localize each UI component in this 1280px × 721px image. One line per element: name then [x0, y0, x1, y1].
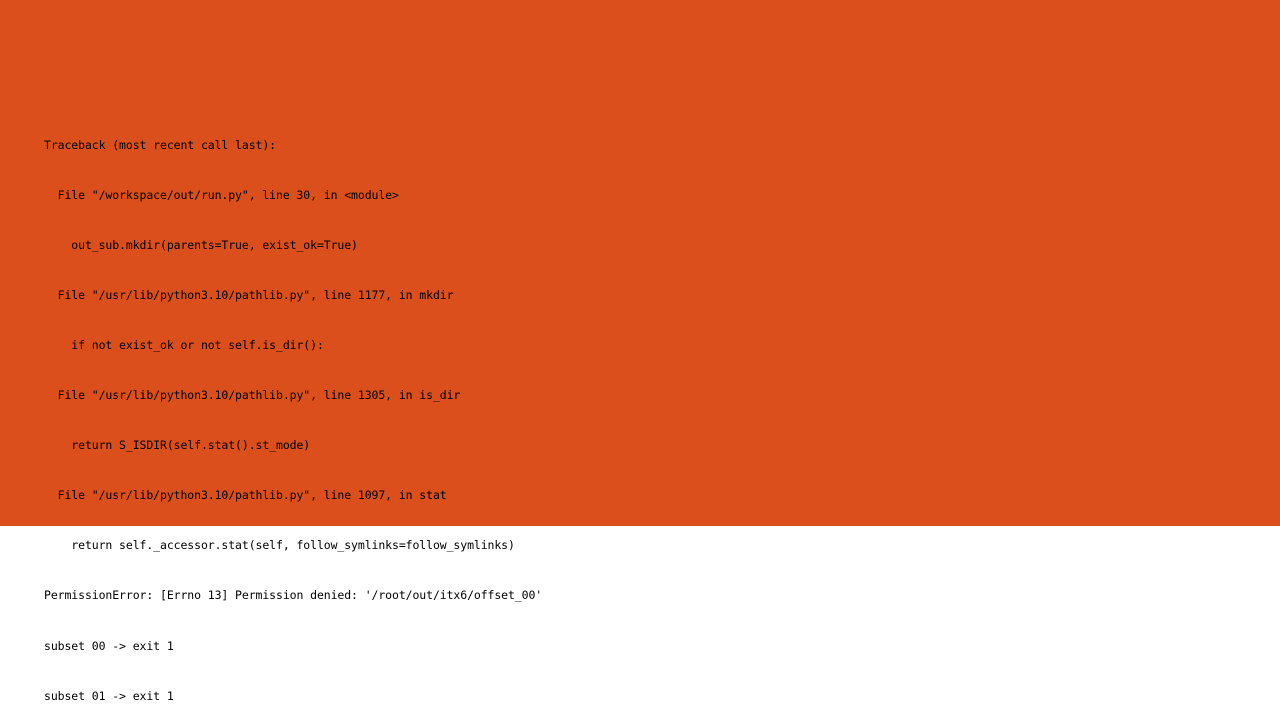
subset-status: subset 01 -> exit 1	[44, 688, 542, 705]
traceback-frame: File "/usr/lib/python3.10/pathlib.py", l…	[44, 387, 542, 404]
traceback-exception: PermissionError: [Errno 13] Permission d…	[44, 587, 542, 604]
python-traceback: Traceback (most recent call last): File …	[44, 104, 542, 721]
traceback-code: return S_ISDIR(self.stat().st_mode)	[44, 437, 542, 454]
traceback-code: out_sub.mkdir(parents=True, exist_ok=Tru…	[44, 237, 542, 254]
traceback-code: return self._accessor.stat(self, follow_…	[44, 537, 542, 554]
traceback-code: if not exist_ok or not self.is_dir():	[44, 337, 542, 354]
traceback-frame: File "/usr/lib/python3.10/pathlib.py", l…	[44, 287, 542, 304]
traceback-frame: File "/workspace/out/run.py", line 30, i…	[44, 187, 542, 204]
subset-status: subset 00 -> exit 1	[44, 638, 542, 655]
traceback-header: Traceback (most recent call last):	[44, 137, 542, 154]
traceback-frame: File "/usr/lib/python3.10/pathlib.py", l…	[44, 487, 542, 504]
